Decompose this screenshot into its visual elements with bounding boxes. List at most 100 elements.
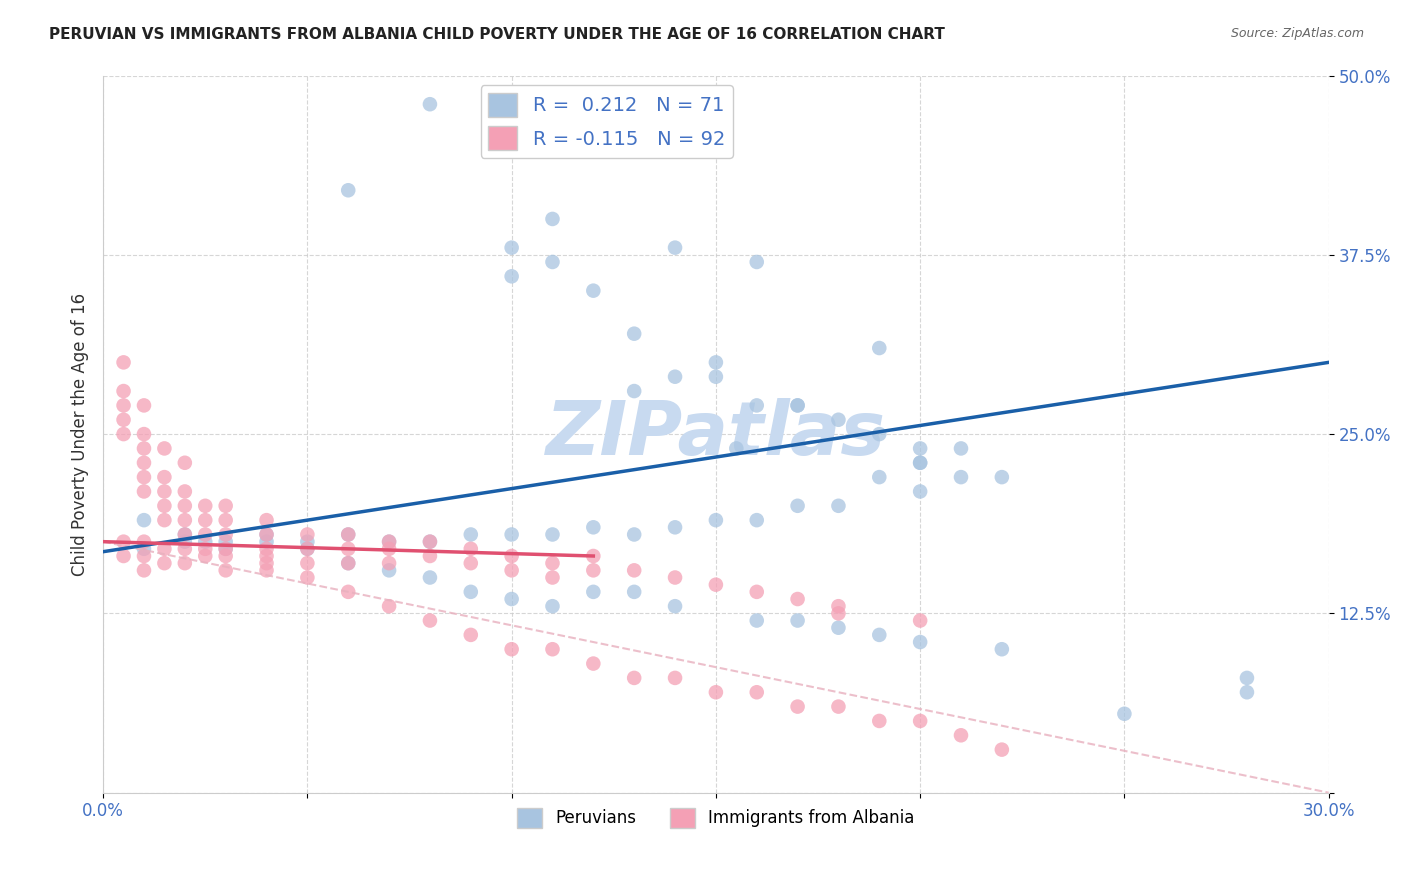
Point [908,714,931,728]
Point [623,527,645,541]
Point [725,442,748,456]
Point [908,635,931,649]
Point [132,427,155,442]
Point [991,642,1014,657]
Text: PERUVIAN VS IMMIGRANTS FROM ALBANIA CHILD POVERTY UNDER THE AGE OF 16 CORRELATIO: PERUVIAN VS IMMIGRANTS FROM ALBANIA CHIL… [49,27,945,42]
Point [460,527,482,541]
Point [256,563,278,577]
Point [623,384,645,398]
Point [173,484,195,499]
Point [132,442,155,456]
Point [337,556,360,570]
Point [419,549,441,563]
Point [868,470,890,484]
Point [194,513,217,527]
Point [908,442,931,456]
Point [908,484,931,499]
Point [378,563,401,577]
Point [419,614,441,628]
Point [153,556,176,570]
Point [745,685,768,699]
Point [194,534,217,549]
Point [460,585,482,599]
Point [337,556,360,570]
Point [582,284,605,298]
Point [541,642,564,657]
Point [949,728,972,742]
Point [704,355,727,369]
Y-axis label: Child Poverty Under the Age of 16: Child Poverty Under the Age of 16 [72,293,89,575]
Legend: Peruvians, Immigrants from Albania: Peruvians, Immigrants from Albania [510,801,921,835]
Point [501,592,523,607]
Point [132,398,155,412]
Point [745,255,768,269]
Point [623,326,645,341]
Point [664,369,686,384]
Point [153,513,176,527]
Point [541,599,564,614]
Point [153,442,176,456]
Point [215,499,238,513]
Point [194,541,217,556]
Point [173,456,195,470]
Point [786,592,808,607]
Point [419,534,441,549]
Point [623,671,645,685]
Point [337,585,360,599]
Point [501,642,523,657]
Point [132,456,155,470]
Point [704,369,727,384]
Point [173,527,195,541]
Point [297,527,319,541]
Point [745,398,768,412]
Point [541,211,564,226]
Point [827,699,849,714]
Point [297,541,319,556]
Point [112,427,135,442]
Point [664,241,686,255]
Point [297,556,319,570]
Point [297,534,319,549]
Point [582,520,605,534]
Point [378,556,401,570]
Point [582,657,605,671]
Point [153,484,176,499]
Point [623,585,645,599]
Point [991,470,1014,484]
Point [501,549,523,563]
Point [297,541,319,556]
Point [173,513,195,527]
Point [173,527,195,541]
Point [419,570,441,584]
Point [153,470,176,484]
Point [745,513,768,527]
Point [297,570,319,584]
Point [786,699,808,714]
Point [215,541,238,556]
Point [868,341,890,355]
Point [419,534,441,549]
Point [827,621,849,635]
Point [949,442,972,456]
Point [132,549,155,563]
Point [132,541,155,556]
Point [378,599,401,614]
Point [704,513,727,527]
Point [786,614,808,628]
Point [112,413,135,427]
Point [991,742,1014,756]
Point [541,255,564,269]
Point [868,427,890,442]
Point [256,534,278,549]
Point [623,563,645,577]
Point [132,534,155,549]
Point [827,413,849,427]
Point [173,534,195,549]
Point [153,499,176,513]
Point [745,614,768,628]
Point [194,499,217,513]
Point [132,563,155,577]
Point [194,527,217,541]
Point [194,549,217,563]
Point [378,541,401,556]
